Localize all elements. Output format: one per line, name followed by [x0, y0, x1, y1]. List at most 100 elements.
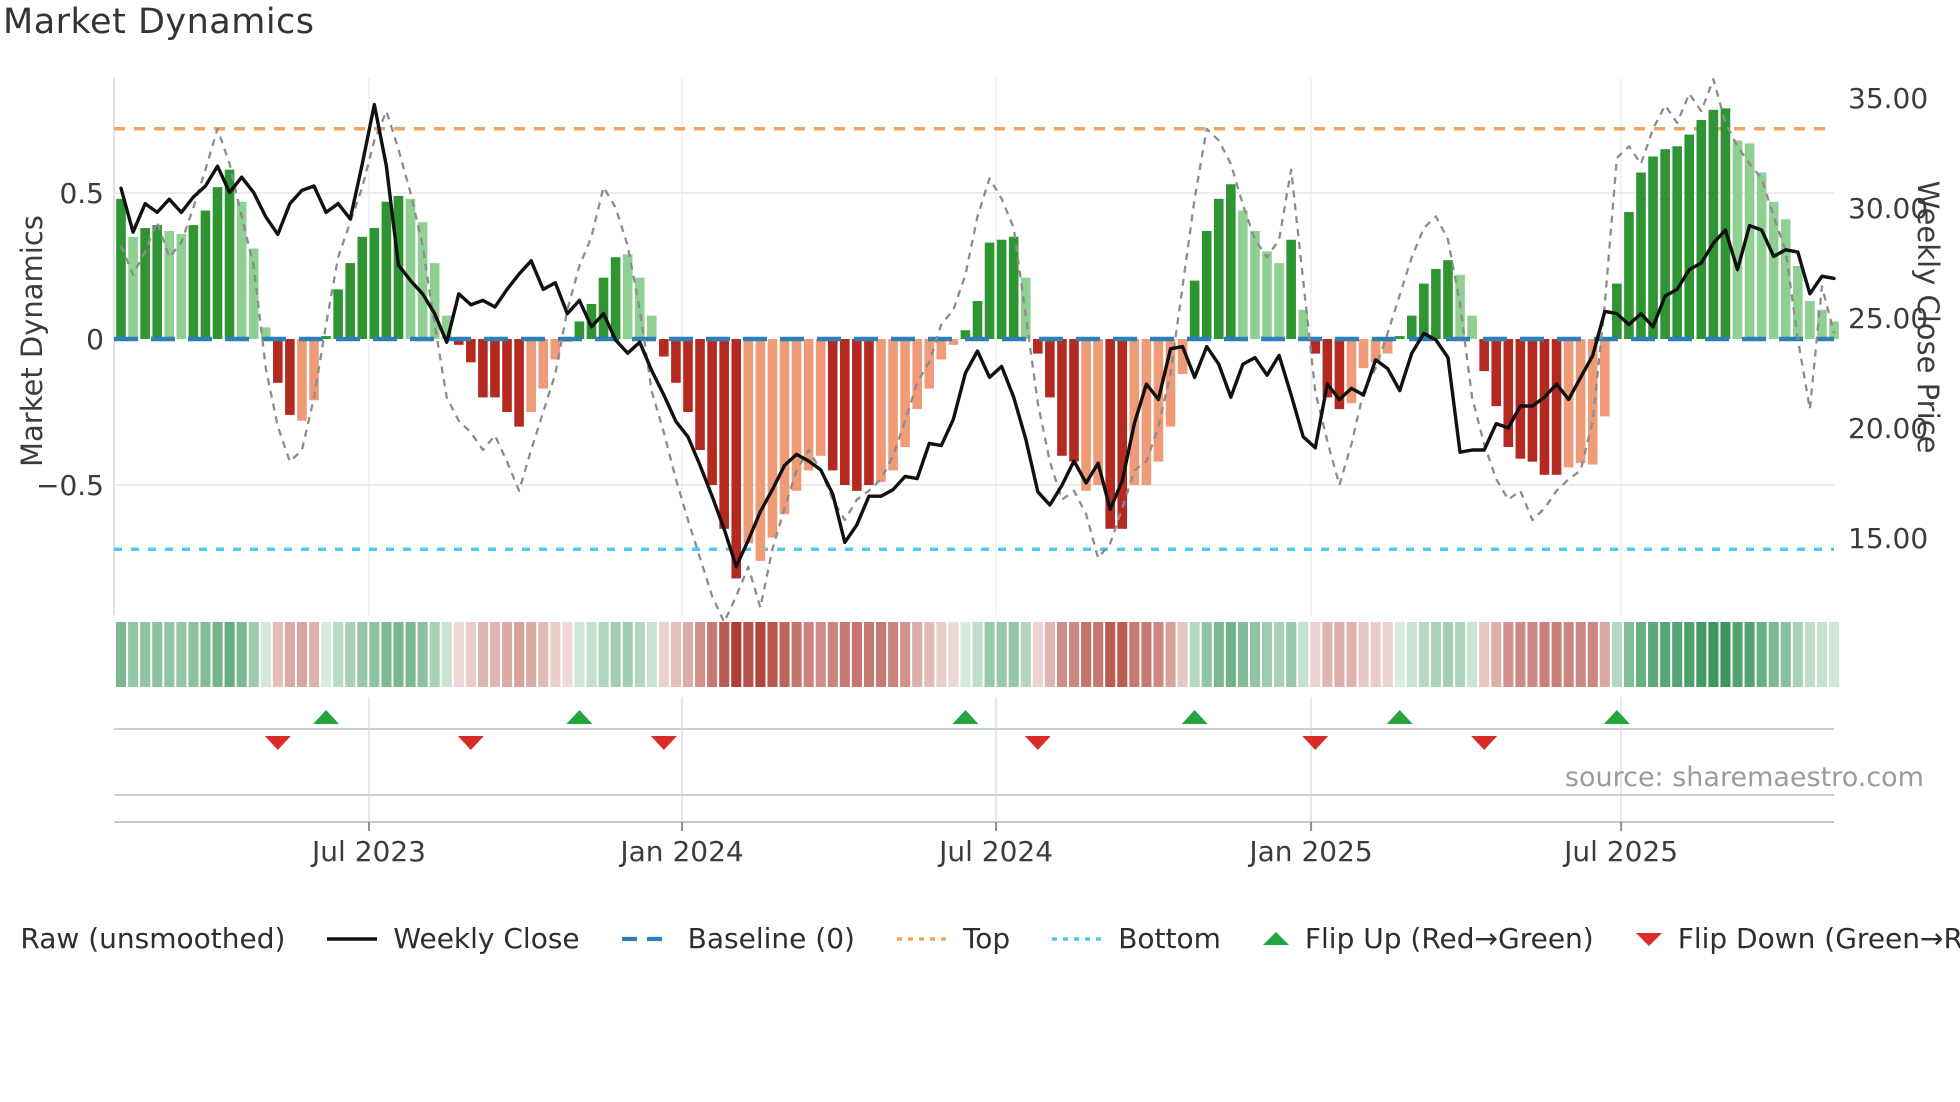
flip-down-marker: [264, 736, 291, 750]
oscillator-bar: [405, 198, 416, 339]
heatmap-cell: [598, 622, 609, 687]
heatmap-cell: [164, 622, 175, 687]
oscillator-bar: [622, 254, 633, 339]
heatmap-cell: [369, 622, 380, 687]
oscillator-bar: [683, 339, 693, 412]
heatmap-cell: [1816, 622, 1828, 687]
heatmap-cell: [212, 622, 223, 687]
oscillator-bar: [1491, 339, 1502, 407]
oscillator-bar: [1141, 339, 1152, 485]
right-axis-tick-label: 15.00: [1848, 522, 1928, 555]
x-axis-tick-label: Jul 2025: [1562, 835, 1678, 868]
oscillator-bar: [574, 321, 585, 339]
heatmap-cell: [839, 622, 850, 687]
heatmap-cell: [695, 622, 706, 687]
oscillator-bar: [1563, 339, 1574, 468]
heatmap-cell: [1298, 622, 1309, 687]
heatmap-cell: [1370, 622, 1381, 687]
oscillator-bar: [1093, 339, 1103, 485]
x-axis-tick-label: Jul 2023: [310, 835, 426, 868]
oscillator-bar: [1274, 263, 1284, 339]
heatmap-cell: [900, 622, 911, 687]
right-axis-tick-label: 35.00: [1848, 82, 1928, 115]
oscillator-bar: [1069, 339, 1079, 462]
oscillator-bar: [128, 236, 138, 339]
heatmap-cell: [200, 622, 211, 687]
oscillator-bar: [176, 233, 187, 339]
heatmap-cell: [1394, 622, 1405, 687]
heatmap-cell: [1551, 622, 1562, 687]
heatmap-cell: [562, 622, 573, 687]
heatmap-cell: [743, 622, 754, 687]
oscillator-bar: [586, 303, 597, 339]
heatmap-cell: [670, 622, 682, 687]
oscillator-bar: [429, 263, 440, 339]
oscillator-bar: [490, 339, 500, 398]
oscillator-bar: [453, 339, 464, 345]
heatmap-cell: [1069, 622, 1080, 687]
oscillator-bar: [1382, 339, 1393, 354]
oscillator-bar: [333, 289, 343, 339]
oscillator-bar: [610, 257, 621, 339]
legend-item-bottom: Bottom: [1050, 922, 1221, 955]
oscillator-bar: [1238, 210, 1248, 339]
oscillator-bar: [1008, 236, 1019, 339]
oscillator-bar: [502, 339, 512, 412]
heatmap-cell: [333, 622, 344, 687]
oscillator-bar: [1443, 260, 1453, 339]
oscillator-bar: [1406, 315, 1417, 339]
heatmap-cell: [1648, 622, 1659, 687]
heatmap-cell: [1322, 622, 1333, 687]
heatmap-cell: [272, 622, 283, 687]
oscillator-bar: [1419, 283, 1429, 339]
oscillator-bar: [767, 339, 778, 538]
oscillator-bar: [116, 198, 126, 339]
heatmap-cell: [417, 622, 428, 687]
heatmap-cell: [586, 622, 597, 687]
heatmap-cell: [1418, 622, 1429, 687]
oscillator-bar: [1201, 230, 1212, 339]
oscillator-bar: [236, 201, 247, 339]
oscillator-bar: [779, 339, 790, 515]
oscillator-bar: [731, 339, 742, 579]
heatmap-cell: [622, 622, 633, 687]
oscillator-bar: [1636, 172, 1646, 339]
oscillator-bar: [936, 339, 947, 360]
oscillator-bar: [1226, 184, 1236, 339]
oscillator-bar: [888, 339, 898, 471]
heatmap-cell: [345, 622, 356, 687]
heatmap-cell: [224, 622, 235, 687]
oscillator-bar: [707, 339, 717, 485]
heatmap-cell: [1768, 622, 1779, 687]
heatmap-cell: [1334, 622, 1345, 687]
oscillator-bar: [140, 228, 150, 339]
heatmap-cell: [1503, 622, 1514, 687]
heatmap-cell: [888, 622, 899, 687]
oscillator-bar: [514, 339, 524, 427]
heatmap-cell: [381, 622, 392, 687]
oscillator-bar: [369, 228, 380, 339]
oscillator-bar: [1829, 321, 1839, 339]
oscillator-bar: [1793, 266, 1803, 339]
heatmap-cell: [1660, 622, 1671, 687]
heatmap-cell: [1249, 622, 1261, 687]
left-axis-tick-label: 0.5: [59, 177, 104, 210]
heatmap-cell: [465, 622, 476, 687]
heatmap-cell: [1201, 622, 1212, 687]
oscillator-bar: [1503, 339, 1514, 448]
oscillator-bar: [1624, 211, 1634, 339]
flip-up-marker: [566, 710, 593, 724]
left-axis-tick-label: 0: [86, 323, 104, 356]
heatmap-cell: [477, 622, 489, 687]
heatmap-cell: [321, 622, 332, 687]
oscillator-bar: [1515, 339, 1526, 459]
oscillator-bar: [598, 277, 609, 339]
heatmap-cell: [1129, 622, 1140, 687]
heatmap-cell: [646, 622, 657, 687]
heatmap-cell: [1153, 622, 1164, 687]
heatmap-cell: [610, 622, 621, 687]
top-line-swatch-icon: [895, 931, 949, 947]
heatmap-cell: [707, 622, 718, 687]
legend-item-top: Top: [895, 922, 1010, 955]
heatmap-cell: [1020, 622, 1031, 687]
